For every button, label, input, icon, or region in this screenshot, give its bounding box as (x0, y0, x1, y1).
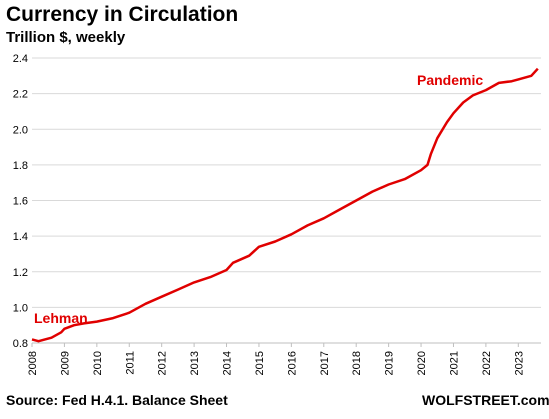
x-tick-label: 2014 (222, 351, 234, 375)
y-tick-label: 0.8 (13, 338, 28, 350)
chart-title: Currency in Circulation (6, 3, 239, 26)
x-tick-label: 2022 (481, 351, 493, 375)
x-tick-label: 2016 (286, 351, 298, 375)
x-tick-label: 2013 (189, 351, 201, 375)
y-tick-label: 2.4 (13, 53, 28, 65)
y-tick-label: 1.4 (13, 231, 28, 243)
x-tick-label: 2009 (59, 351, 71, 375)
x-tick-label: 2019 (384, 351, 396, 375)
annotation-label: Lehman (34, 310, 88, 326)
x-tick-label: 2023 (513, 351, 525, 375)
x-tick-label: 2020 (416, 351, 428, 375)
series-line (31, 67, 539, 343)
x-tick-label: 2011 (124, 351, 136, 375)
y-tick-label: 2.0 (13, 124, 28, 136)
y-tick-label: 1.0 (13, 302, 28, 314)
x-tick-label: 2010 (92, 351, 104, 375)
source-note: Source: Fed H.4.1. Balance Sheet (6, 392, 228, 408)
y-tick-label: 1.8 (13, 160, 28, 172)
annotation-label: Pandemic (417, 72, 483, 88)
x-tick-label: 2017 (319, 351, 331, 375)
x-tick-label: 2021 (448, 351, 460, 375)
brand-logo-text: WOLFSTREET.com (422, 392, 549, 408)
y-tick-label: 1.2 (13, 267, 28, 279)
y-tick-label: 1.6 (13, 196, 28, 208)
y-tick-label: 2.2 (13, 89, 28, 101)
chart-subtitle: Trillion $, weekly (6, 29, 126, 46)
x-tick-label: 2012 (157, 351, 169, 375)
x-tick-label: 2018 (351, 351, 363, 375)
x-tick-label: 2015 (254, 351, 266, 375)
x-tick-label: 2008 (27, 351, 39, 375)
